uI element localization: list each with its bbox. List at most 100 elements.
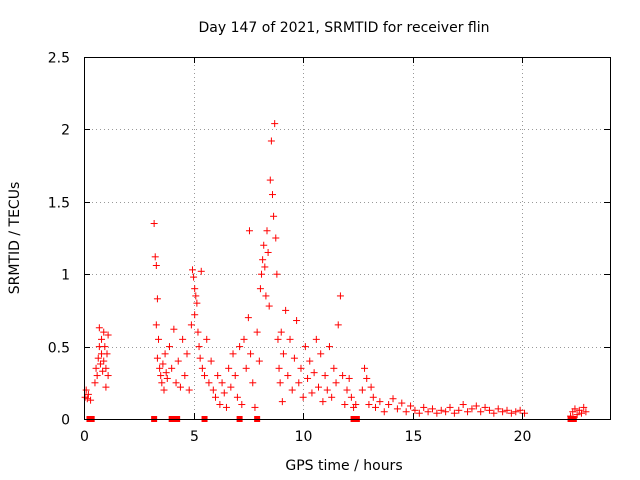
grid — [84, 57, 610, 419]
data-point — [101, 343, 109, 351]
data-point — [98, 335, 106, 343]
data-point — [152, 262, 160, 270]
data-point — [172, 379, 180, 387]
data-point — [259, 256, 267, 264]
data-point — [102, 364, 110, 372]
data-point — [455, 406, 463, 414]
data-point — [236, 343, 244, 351]
data-point — [151, 253, 159, 261]
data-point — [96, 360, 104, 368]
data-point — [103, 350, 111, 358]
data-points — [81, 120, 590, 422]
data-point — [398, 399, 406, 407]
data-point — [304, 374, 312, 382]
data-point — [450, 409, 458, 417]
data-point — [293, 317, 301, 325]
data-point — [159, 360, 167, 368]
data-point — [442, 408, 450, 416]
data-point — [328, 393, 336, 401]
data-point — [295, 379, 303, 387]
data-point — [222, 403, 230, 411]
data-point — [352, 401, 360, 409]
data-point — [290, 354, 298, 362]
data-point — [104, 331, 112, 339]
data-point — [325, 343, 333, 351]
data-point — [84, 390, 92, 398]
data-point — [361, 364, 369, 372]
data-point — [100, 328, 108, 336]
data-point — [437, 406, 445, 414]
data-point — [376, 398, 384, 406]
data-point — [216, 401, 224, 409]
data-point — [274, 335, 282, 343]
data-point — [411, 406, 419, 414]
data-point — [198, 364, 206, 372]
data-point — [380, 408, 388, 416]
data-point — [212, 393, 219, 401]
data-point — [245, 227, 253, 235]
data-point — [193, 299, 201, 307]
data-point — [279, 350, 287, 358]
data-point — [190, 273, 198, 281]
data-point — [194, 328, 202, 336]
data-point — [240, 335, 248, 343]
y-tick-label: 1.5 — [48, 196, 70, 212]
x-axis-label: GPS time / hours — [285, 458, 402, 474]
data-point — [332, 379, 340, 387]
data-point — [92, 364, 100, 372]
data-point — [310, 369, 318, 377]
data-point — [95, 324, 103, 332]
data-point — [494, 405, 502, 413]
x-tick-label: 10 — [295, 429, 313, 445]
data-point — [238, 401, 246, 409]
data-point — [499, 408, 507, 416]
data-point — [183, 350, 191, 358]
data-point — [262, 292, 270, 300]
data-point — [573, 411, 581, 419]
data-point — [260, 241, 268, 249]
x-tick-label: 15 — [405, 429, 423, 445]
data-point — [191, 311, 199, 319]
data-point — [227, 383, 235, 391]
data-point — [507, 409, 515, 417]
data-point — [308, 389, 316, 397]
axis-ticks: 0 5 10 15 20 0 0.5 1 1.5 2 2.5 — [48, 51, 610, 445]
data-point — [266, 176, 274, 184]
data-point — [393, 405, 401, 413]
y-axis-label: SRMTID / TECUs — [7, 182, 23, 295]
data-point — [341, 401, 349, 409]
data-point — [363, 374, 371, 382]
data-point — [315, 383, 323, 391]
data-point — [231, 372, 239, 380]
data-point — [264, 248, 272, 256]
data-point — [301, 343, 309, 351]
data-point — [247, 350, 255, 358]
x-tick-label: 0 — [80, 429, 89, 445]
data-point — [192, 292, 200, 300]
data-point — [160, 386, 168, 394]
y-tick-label: 2 — [61, 123, 70, 139]
data-point — [276, 379, 284, 387]
data-point — [100, 357, 108, 365]
data-point — [512, 408, 520, 416]
data-point — [371, 403, 379, 411]
data-point — [275, 364, 283, 372]
data-point — [168, 364, 176, 372]
y-tick-label: 0.5 — [48, 341, 70, 357]
data-point — [365, 401, 373, 409]
data-point — [306, 357, 314, 365]
data-point — [468, 405, 476, 413]
data-point — [102, 383, 110, 391]
data-point — [582, 408, 590, 416]
data-point — [464, 408, 472, 416]
data-point — [152, 321, 160, 329]
data-point — [267, 137, 275, 145]
data-point — [220, 389, 228, 397]
data-point — [433, 409, 441, 417]
data-point — [334, 321, 342, 329]
data-point — [278, 398, 286, 406]
data-point — [472, 402, 480, 410]
data-point — [158, 379, 166, 387]
data-point — [203, 335, 211, 343]
